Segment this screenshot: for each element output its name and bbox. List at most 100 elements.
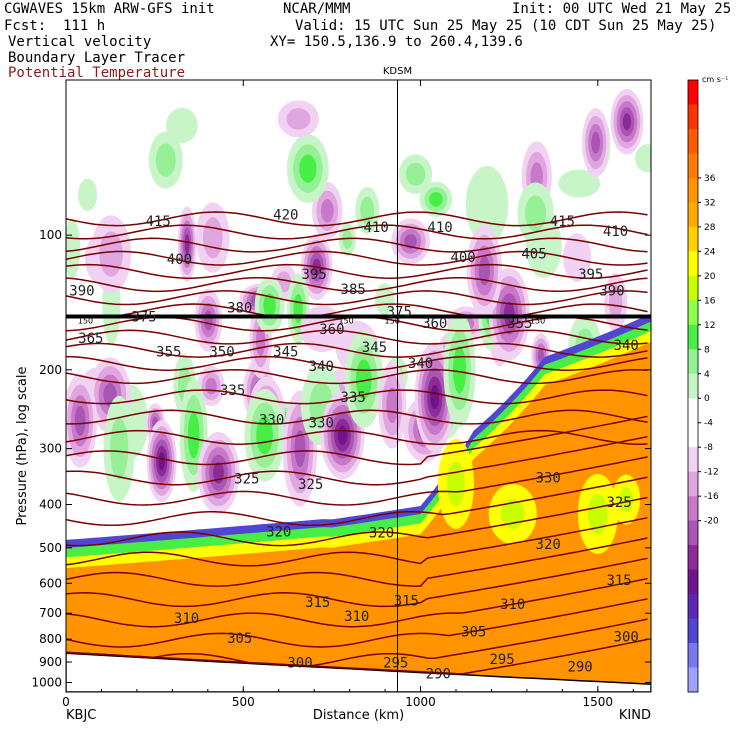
tracer-patch: [447, 461, 465, 507]
colorbar-tick-label: 32: [704, 198, 715, 208]
theta-contour: [66, 224, 648, 240]
theta-label: 375: [387, 304, 412, 320]
tracer-label: 150: [385, 316, 400, 325]
y-tick-label: 900: [39, 655, 62, 669]
field2-label: Boundary Layer Tracer: [8, 50, 186, 66]
init-time: Init: 00 UTC Wed 21 May 25: [512, 1, 732, 17]
theta-label: 330: [309, 415, 334, 431]
theta-label: 330: [536, 470, 561, 486]
theta-label: 410: [364, 220, 389, 236]
colorbar-tick-label: 0: [704, 394, 710, 404]
colorbar-tick-label: 8: [704, 345, 710, 355]
velocity-cell: [155, 143, 176, 177]
theta-contour: [66, 496, 648, 547]
theta-label: 380: [227, 300, 252, 316]
theta-label: 410: [427, 220, 452, 236]
colorbar-segment: [688, 447, 698, 473]
theta-contour: [66, 456, 648, 506]
theta-label: 335: [220, 383, 245, 399]
colorbar-segment: [688, 251, 698, 277]
theta-contour: [66, 355, 648, 371]
terrain: [66, 652, 651, 692]
y-tick-label: 300: [39, 442, 62, 456]
theta-label: 410: [603, 224, 628, 240]
velocity-cell: [78, 178, 98, 212]
velocity-cell: [202, 217, 223, 259]
theta-label: 315: [305, 595, 330, 611]
velocity-cell: [429, 192, 443, 207]
theta-label: 315: [394, 593, 419, 609]
colorbar-segment: [688, 618, 698, 644]
theta-contour: [66, 389, 648, 405]
velocity-cell: [430, 384, 440, 410]
colorbar-segment: [688, 128, 698, 154]
y-tick-label: 100: [39, 228, 62, 242]
theta-label: 395: [302, 267, 327, 283]
velocity-cell: [563, 233, 592, 282]
theta-label: 325: [606, 495, 631, 511]
theta-label: 310: [174, 611, 199, 627]
theta-label: 385: [341, 282, 366, 298]
colorbar-segment: [688, 80, 698, 105]
colorbar-segment: [688, 153, 698, 179]
tracer-patch: [587, 493, 608, 534]
theta-label: 315: [606, 573, 631, 589]
theta-contour: [66, 276, 648, 293]
theta-label: 405: [521, 247, 546, 263]
colorbar-segment: [688, 104, 698, 130]
theta-label: 360: [422, 316, 447, 332]
colorbar-segment: [688, 496, 698, 522]
colorbar-segment: [688, 275, 698, 301]
theta-contour: [66, 517, 648, 567]
theta-label: 395: [578, 267, 603, 283]
theta-label: 310: [344, 609, 369, 625]
x-tick-label: 500: [232, 695, 255, 709]
theta-contour: [66, 618, 648, 667]
velocity-cell: [386, 387, 399, 424]
colorbar-segment: [688, 398, 698, 424]
theta-label: 305: [227, 631, 252, 647]
theta-contour: [66, 409, 648, 425]
colorbar-segment: [688, 373, 698, 399]
theta-label: 360: [319, 322, 344, 338]
x-tick-label: 0: [62, 695, 70, 709]
colorbar-units: cm s⁻¹: [702, 75, 728, 84]
colorbar-tick-label: -8: [704, 443, 713, 453]
colorbar: cm s⁻¹ 36 32 28 24 20 16 12 8 4 0 -4 -8 -12 -16 -20: [687, 75, 728, 693]
velocity-cell: [337, 425, 348, 445]
theta-contour: [66, 290, 648, 306]
x-tick-label: 1500: [583, 695, 614, 709]
theta-contour: [66, 329, 648, 345]
theta-label: 290: [567, 659, 592, 675]
right-endpoint-label: KIND: [619, 708, 651, 723]
y-tick-label: 500: [39, 541, 62, 555]
theta-contour: [66, 476, 648, 527]
theta-contour: [66, 429, 648, 445]
theta-label: 340: [614, 338, 639, 354]
colorbar-tick-label: 24: [704, 247, 716, 257]
theta-contour: [66, 263, 648, 279]
tracer-patch: [619, 487, 634, 513]
tracer-label: 150: [530, 316, 545, 325]
velocity-cell: [503, 301, 515, 326]
valid-time: Valid: 15 UTC Sun 25 May 25 (10 CDT Sun …: [295, 18, 717, 34]
theta-label: 325: [298, 477, 323, 493]
theta-label: 400: [167, 252, 192, 268]
velocity-cell: [263, 293, 276, 318]
theta-label: 400: [450, 250, 475, 266]
axes: KDSM 0 500 1000 1500 100 200 300 400 500 600 700 800…: [15, 66, 652, 723]
theta-label: 345: [273, 344, 298, 360]
colorbar-segment: [688, 643, 698, 669]
velocity-cell: [74, 405, 86, 436]
theta-contour: [66, 557, 648, 608]
colorbar-tick-label: 36: [704, 174, 716, 184]
y-tick-label: 200: [39, 363, 62, 377]
velocity-cell: [524, 195, 547, 232]
theta-label: 295: [489, 652, 514, 668]
y-tick-label: 1000: [31, 676, 62, 690]
x-tick-label: 1000: [405, 695, 436, 709]
theta-label: 350: [209, 344, 234, 360]
colorbar-segment: [688, 520, 698, 546]
colorbar-tick-label: 12: [704, 321, 715, 331]
velocity-cell: [187, 411, 200, 459]
